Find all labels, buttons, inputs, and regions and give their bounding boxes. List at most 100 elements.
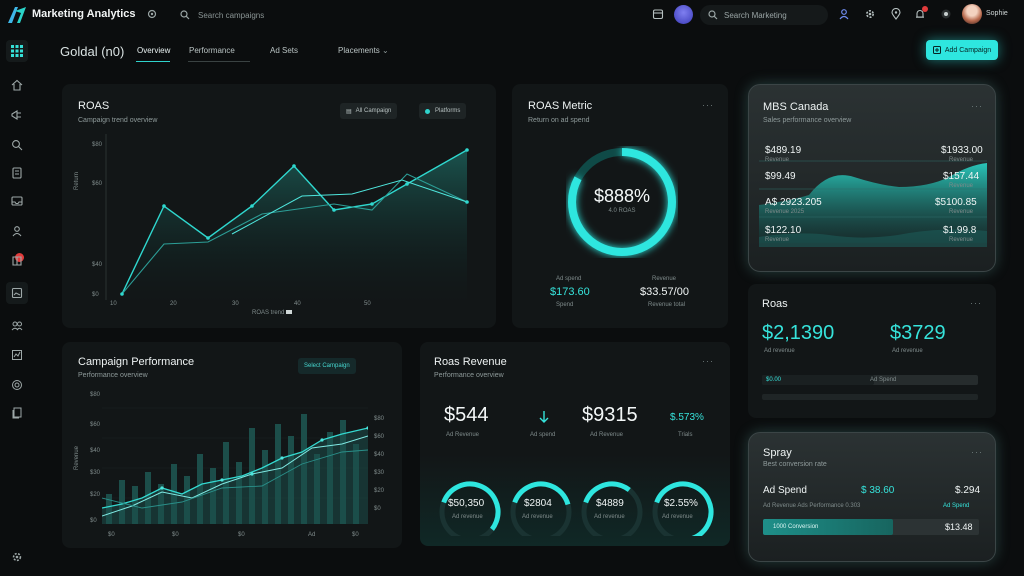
sidebar-item-dashboard[interactable]: [6, 40, 28, 62]
cp-x-tick: $0: [352, 532, 359, 538]
roas-summary-bar-left: $0.00: [766, 377, 782, 383]
tab-overview[interactable]: Overview: [137, 46, 171, 55]
roas-summary-left-value: $2,1390: [762, 322, 835, 344]
gauge-value: $2.55%: [664, 498, 698, 509]
chevron-down-icon: ⌄: [382, 46, 389, 55]
mbs-row3-left: A$ 2923.205: [765, 197, 822, 208]
sidebar-item-targeting[interactable]: [6, 374, 28, 396]
tab-placements[interactable]: Placements ⌄: [338, 46, 389, 55]
sidebar-item-search[interactable]: [6, 134, 28, 156]
tab-ad-sets[interactable]: Ad Sets: [270, 46, 299, 55]
spray-row-mid: $ 38.60: [861, 485, 895, 496]
roas-summary-bar: [762, 375, 978, 385]
sidebar-item-files[interactable]: [6, 402, 28, 424]
revenue-card: Roas Revenue Performance overview ··· $5…: [420, 342, 730, 546]
megaphone-icon: [11, 110, 21, 120]
sidebar-item-analytics[interactable]: [6, 344, 28, 366]
sidebar-item-media[interactable]: [6, 282, 28, 304]
campaign-performance-card: Campaign Performance Performance overvie…: [62, 342, 402, 548]
more-options-icon[interactable]: ···: [970, 298, 982, 308]
campaign-perf-subtitle: Performance overview: [78, 372, 148, 379]
home-icon: [11, 79, 23, 91]
platform-filter-chip[interactable]: Platforms: [419, 103, 467, 119]
mbs-card: MBS Canada Sales performance overview ··…: [748, 84, 996, 272]
active-tab-indicator: [136, 61, 170, 62]
mbs-row3-right-caption: Revenue: [949, 209, 974, 215]
roas-metric-title: ROAS Metric: [528, 100, 593, 112]
logo-icon[interactable]: [6, 5, 28, 25]
mbs-row2-right-caption: Revenue: [949, 183, 974, 189]
user-avatar[interactable]: [962, 4, 982, 24]
tab-performance[interactable]: Performance: [189, 46, 235, 55]
cp-y-tick: $60: [90, 422, 101, 428]
sidebar-item-home[interactable]: [6, 74, 28, 96]
roas-y-axis-label: Return: [74, 171, 80, 190]
mbs-area-chart: [759, 160, 987, 247]
select-campaign-chip[interactable]: Select Campaign: [298, 358, 356, 374]
more-options-icon[interactable]: ···: [702, 100, 714, 110]
sidebar: [0, 34, 34, 576]
mbs-row1-left-caption: Revenue: [765, 157, 790, 163]
cp-y-tick: $80: [90, 392, 101, 398]
user-icon: [12, 226, 22, 237]
spray-bar-value: $13.48: [945, 522, 973, 532]
gear-icon[interactable]: [864, 8, 876, 20]
settings-icon[interactable]: [146, 8, 158, 20]
spray-subtitle: Best conversion rate: [763, 461, 827, 468]
roas-x-tick: 40: [294, 301, 301, 307]
gauge-value: $2804: [524, 498, 552, 509]
mbs-row4-left-caption: Revenue: [765, 237, 790, 243]
bell-icon[interactable]: [914, 8, 926, 20]
sidebar-item-messages[interactable]: [6, 190, 28, 212]
cp-x-tick: $0: [172, 532, 179, 538]
sidebar-item-team[interactable]: [6, 314, 28, 336]
spray-title: Spray: [763, 447, 792, 459]
sidebar-item-settings[interactable]: [6, 546, 28, 568]
spray-row-caption: Ad Revenue Ads Performance 0.303: [763, 503, 861, 509]
inbox-icon: [11, 196, 23, 206]
arrow-down-icon: [539, 411, 549, 423]
roas-y-tick: $0: [92, 292, 99, 298]
user-name[interactable]: Sophie: [986, 10, 1008, 17]
search-input[interactable]: Search campaigns: [180, 6, 360, 24]
team-avatar[interactable]: [674, 5, 693, 24]
sidebar-item-audience[interactable]: [6, 220, 28, 242]
spray-bar-label: 1000 Conversion: [773, 524, 819, 530]
gauge-caption: Ad revenue: [452, 514, 483, 520]
mbs-row3-right: $5100.85: [935, 197, 977, 208]
more-options-icon[interactable]: ···: [702, 356, 714, 366]
bar-mark: [119, 480, 125, 524]
spray-row-caption-right: Ad Spend: [943, 503, 970, 509]
roas-y-tick: $60: [92, 181, 103, 187]
cp-right-tick: $80: [374, 416, 385, 422]
search-icon: [12, 140, 23, 151]
location-icon[interactable]: [890, 8, 902, 20]
add-campaign-button[interactable]: Add Campaign: [926, 40, 998, 60]
calendar-icon[interactable]: [652, 8, 664, 20]
more-options-icon[interactable]: ···: [971, 447, 983, 457]
sidebar-item-reports[interactable]: [6, 162, 28, 184]
mbs-subtitle: Sales performance overview: [763, 117, 852, 124]
status-dot-icon[interactable]: [940, 8, 952, 20]
marketing-search-input[interactable]: Search Marketing: [700, 5, 828, 25]
sidebar-item-campaigns[interactable]: [6, 104, 28, 126]
roas-summary-secondary-bar: [762, 394, 978, 400]
campaign-filter-chip[interactable]: ▤ All Campaign: [340, 103, 398, 119]
cp-x-tick: Ad: [308, 532, 316, 538]
notification-badge: [922, 6, 928, 12]
cp-right-tick: $60: [374, 434, 385, 440]
more-options-icon[interactable]: ···: [971, 101, 983, 111]
tab-placements-label: Placements: [338, 46, 380, 55]
cp-y-tick: $0: [90, 518, 97, 524]
roas-subtitle: Campaign trend overview: [78, 117, 158, 124]
ad-spend-label: Ad spend: [556, 276, 582, 282]
roas-metric-card: ROAS Metric Return on ad spend ··· $888%…: [512, 84, 728, 328]
sidebar-item-library[interactable]: [6, 250, 28, 272]
spray-bar: [763, 519, 979, 535]
gauge-fill: [510, 481, 572, 536]
user-icon[interactable]: [838, 8, 850, 20]
mbs-title: MBS Canada: [763, 101, 829, 113]
platform-filter-label: Platforms: [435, 108, 461, 114]
revenue-arrow-caption: Ad spend: [530, 432, 556, 438]
legend-swatch-icon: [286, 310, 293, 314]
